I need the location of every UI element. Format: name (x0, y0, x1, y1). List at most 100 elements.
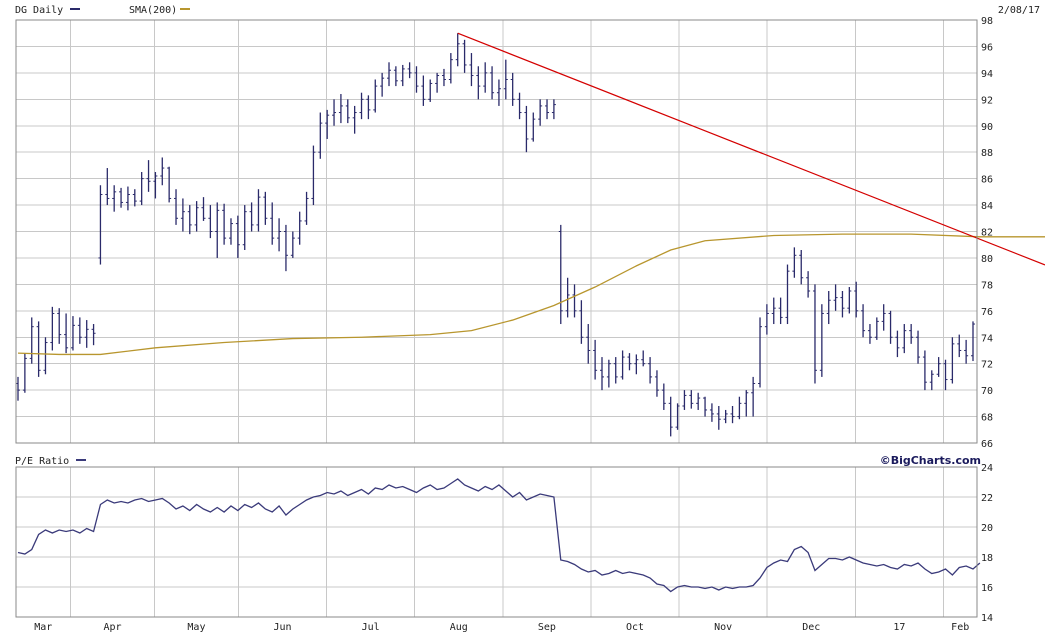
price-panel-grid (15, 19, 977, 444)
ohlc-bar (971, 321, 975, 362)
ohlc-bar (215, 202, 220, 258)
ohlc-bar (682, 390, 687, 410)
ohlc-bar (146, 160, 151, 192)
ohlc-bar (916, 330, 921, 364)
ohlc-bar (208, 205, 213, 239)
ohlc-bar (812, 284, 817, 384)
ohlc-bar (132, 189, 137, 207)
ohlc-bar (359, 92, 364, 120)
ohlc-bar (627, 353, 632, 371)
ohlc-bar (304, 191, 309, 225)
ohlc-bar (593, 339, 598, 380)
x-tick-label: 17 (893, 622, 905, 633)
ohlc-bar (771, 297, 776, 325)
ohlc-bar (751, 376, 756, 417)
ohlc-bar (709, 403, 714, 422)
price-y-tick-label: 66 (981, 439, 993, 450)
ohlc-bar (345, 99, 350, 124)
x-tick-label: Apr (103, 622, 121, 633)
ohlc-bar (778, 297, 783, 325)
ohlc-bar (400, 64, 405, 87)
ohlc-bar (799, 250, 804, 285)
ohlc-bar (854, 281, 859, 318)
ohlc-bar (957, 334, 962, 358)
ohlc-bar (572, 284, 577, 318)
ohlc-bar (22, 353, 27, 393)
ohlc-bar (112, 185, 117, 212)
ohlc-bar (428, 79, 433, 102)
pe-y-tick-label: 22 (981, 493, 993, 504)
ohlc-bar (311, 145, 316, 206)
ohlc-bar (414, 66, 419, 93)
ohlc-bar (91, 324, 96, 346)
ohlc-bar (496, 79, 501, 106)
ohlc-bar (661, 383, 666, 410)
ohlc-bar (565, 277, 570, 318)
ohlc-bar (531, 112, 536, 142)
ohlc-bar (36, 321, 41, 377)
pe-legend-swatch (76, 459, 86, 461)
price-y-tick-label: 96 (981, 42, 993, 53)
ohlc-bar (476, 66, 481, 100)
ohlc-bar (407, 62, 412, 79)
ohlc-bar (242, 205, 247, 251)
ohlc-bar (744, 390, 749, 417)
ohlc-bar (270, 202, 275, 245)
ohlc-bar (57, 308, 62, 344)
ohlc-bar (510, 72, 515, 106)
ohlc-bar (648, 357, 653, 384)
ohlc-bar (387, 62, 392, 87)
ohlc-bar (277, 218, 282, 252)
x-tick-label: Oct (626, 622, 644, 633)
x-tick-label: Jul (362, 622, 380, 633)
ohlc-bar (373, 79, 378, 113)
chart-marks (16, 32, 1045, 593)
ohlc-bar (558, 224, 563, 325)
ohlc-bar (77, 317, 82, 344)
brand-label: ©BigCharts.com (880, 454, 981, 467)
ohlc-bar (125, 186, 130, 211)
ohlc-bar (922, 350, 927, 391)
ohlc-bar (847, 287, 852, 314)
ohlc-bar (332, 99, 337, 126)
pe-panel-grid (15, 466, 977, 618)
ohlc-bar (545, 99, 550, 120)
ohlc-bar (641, 350, 646, 367)
ohlc-bar (833, 284, 838, 311)
ohlc-bar (819, 304, 824, 377)
ohlc-bar (366, 95, 371, 120)
ohlc-bar (283, 224, 288, 272)
trendline (457, 32, 1045, 266)
pe-ratio-line (17, 478, 981, 593)
x-tick-label: Mar (34, 622, 52, 633)
ohlc-bar (888, 310, 893, 344)
price-y-tick-label: 68 (981, 413, 993, 424)
ohlc-bar (654, 370, 659, 397)
date-label: 2/08/17 (998, 5, 1040, 16)
ohlc-bar (167, 166, 172, 203)
ohlc-bar (29, 317, 34, 364)
ohlc-bar (256, 189, 261, 232)
ohlc-bar (874, 317, 879, 340)
ticker-legend-swatch (70, 8, 80, 10)
pe-y-tick-label: 14 (981, 613, 993, 624)
ohlc-bar (668, 396, 673, 437)
price-y-tick-label: 90 (981, 122, 993, 133)
ohlc-bar (352, 105, 357, 134)
ohlc-bar (675, 403, 680, 430)
ohlc-bar (620, 350, 625, 380)
ohlc-bar (325, 109, 330, 139)
ohlc-bar (139, 172, 144, 206)
ohlc-bar (737, 396, 742, 420)
ohlc-bar (84, 320, 89, 348)
ohlc-bar (119, 187, 124, 208)
ohlc-bar (222, 203, 227, 245)
pe-y-tick-label: 16 (981, 583, 993, 594)
ohlc-bar (435, 72, 440, 93)
ohlc-bar (503, 59, 508, 100)
ohlc-bar (950, 337, 955, 384)
ohlc-bar (43, 337, 48, 375)
ohlc-bar (64, 313, 69, 354)
ohlc-bar (290, 231, 295, 258)
ohlc-bar (297, 211, 302, 245)
